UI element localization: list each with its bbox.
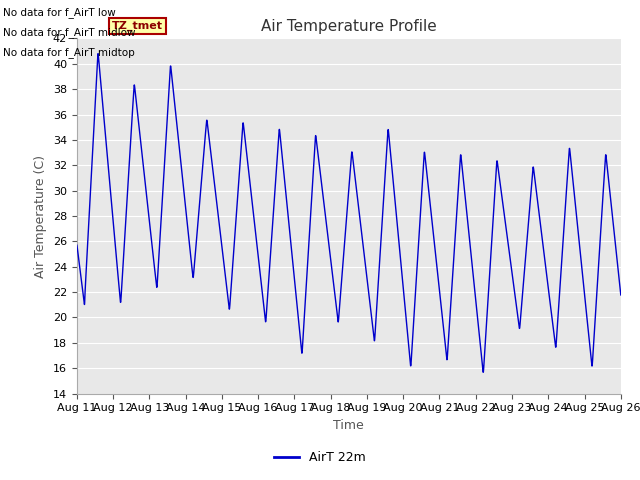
X-axis label: Time: Time bbox=[333, 419, 364, 432]
Title: Air Temperature Profile: Air Temperature Profile bbox=[261, 20, 436, 35]
Text: TZ_tmet: TZ_tmet bbox=[112, 21, 163, 31]
Text: No data for f_AirT low: No data for f_AirT low bbox=[3, 7, 116, 18]
Y-axis label: Air Temperature (C): Air Temperature (C) bbox=[35, 155, 47, 277]
Text: No data for f_AirT midlow: No data for f_AirT midlow bbox=[3, 27, 136, 38]
Legend: AirT 22m: AirT 22m bbox=[269, 446, 371, 469]
Text: No data for f_AirT midtop: No data for f_AirT midtop bbox=[3, 48, 135, 59]
